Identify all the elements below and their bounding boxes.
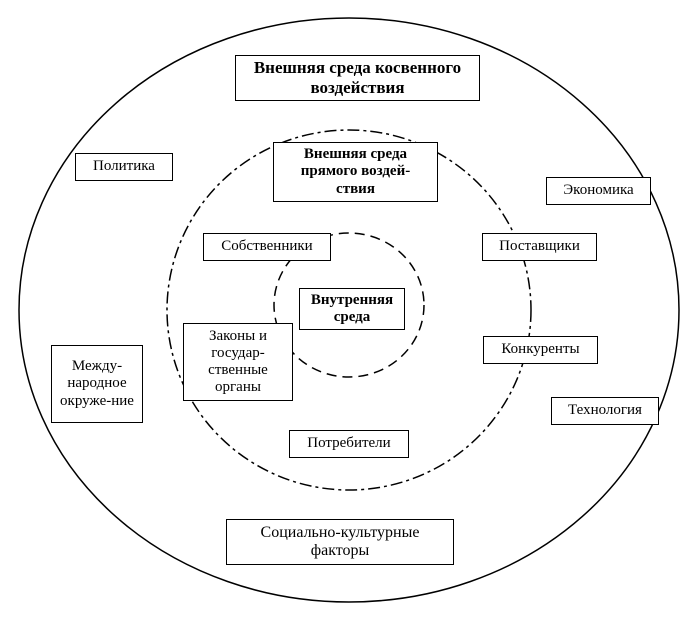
outer-title-box: Внешняя среда косвенного воздействия [235,55,480,101]
competitors-text: Конкуренты [501,341,579,358]
suppliers-box: Поставщики [482,233,597,261]
laws-box: Законы и государ-ственные органы [183,323,293,401]
diagram-canvas: Внешняя среда косвенного воздействия Вне… [0,0,698,621]
inner-title-box: Внутренняя среда [299,288,405,330]
intl-text: Между-народное окруже-ние [60,358,134,410]
competitors-box: Конкуренты [483,336,598,364]
intl-box: Между-народное окруже-ние [51,345,143,423]
politics-box: Политика [75,153,173,181]
technology-box: Технология [551,397,659,425]
economy-box: Экономика [546,177,651,205]
consumers-text: Потребители [307,435,390,452]
middle-title-text: Внешняя среда прямого воздей-ствия [282,146,429,198]
outer-title-text: Внешняя среда косвенного воздействия [244,58,471,97]
laws-text: Законы и государ-ственные органы [192,328,284,397]
social-box: Социально-культурные факторы [226,519,454,565]
politics-text: Политика [93,158,155,175]
inner-title-text: Внутренняя среда [308,292,396,327]
owners-text: Собственники [221,238,312,255]
economy-text: Экономика [563,182,633,199]
suppliers-text: Поставщики [499,238,580,255]
owners-box: Собственники [203,233,331,261]
consumers-box: Потребители [289,430,409,458]
social-text: Социально-культурные факторы [235,524,445,561]
middle-title-box: Внешняя среда прямого воздей-ствия [273,142,438,202]
technology-text: Технология [568,402,642,419]
